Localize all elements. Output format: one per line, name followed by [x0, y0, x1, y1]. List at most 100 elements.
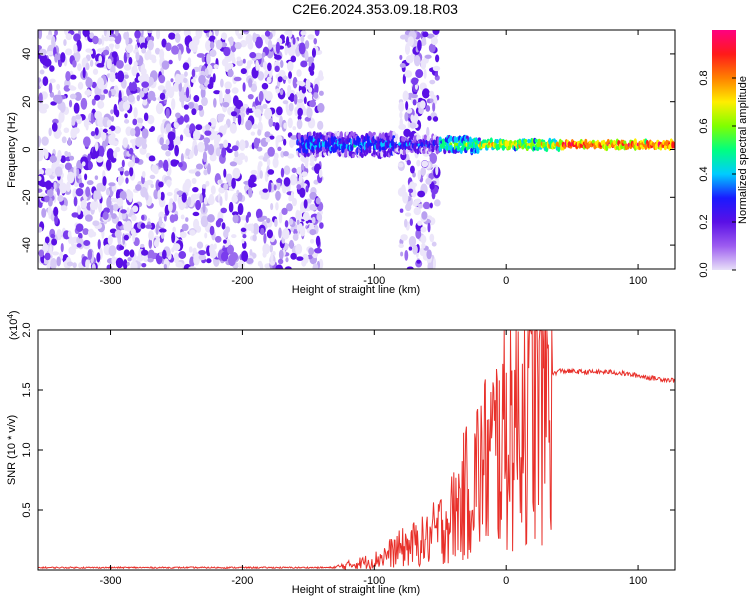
heatmap-cell — [234, 150, 239, 158]
heatmap-cell — [60, 52, 66, 63]
heatmap-y-tick-label: -40 — [21, 237, 33, 253]
heatmap-cell — [85, 121, 89, 131]
heatmap-cell — [298, 42, 306, 55]
heatmap-cell — [135, 136, 143, 148]
heatmap-cell — [65, 181, 71, 193]
heatmap-cell — [53, 181, 57, 190]
heatmap-cell — [193, 218, 200, 230]
heatmap-cell — [92, 220, 100, 227]
heatmap-cell — [56, 229, 62, 241]
heatmap-cell — [220, 207, 228, 214]
heatmap-cell — [182, 62, 190, 71]
heatmap-cell — [56, 188, 60, 196]
heatmap-cell — [106, 119, 112, 128]
heatmap-cell — [38, 188, 43, 193]
heatmap-cell — [213, 64, 219, 69]
heatmap-cell — [309, 161, 316, 167]
heatmap-cell — [124, 119, 130, 124]
heatmap-cell — [108, 90, 112, 98]
heatmap-cell — [67, 137, 71, 146]
heatmap-cell — [98, 55, 103, 64]
heatmap-cell — [432, 257, 437, 269]
heatmap-cell — [336, 131, 340, 137]
heatmap-cell — [248, 187, 253, 198]
heatmap-cell — [96, 182, 105, 190]
heatmap-cell — [507, 145, 511, 151]
heatmap-cell — [290, 55, 297, 63]
heatmap-cell — [243, 103, 249, 109]
heatmap-cell — [285, 101, 289, 113]
heatmap-cell — [133, 157, 140, 164]
heatmap-cell — [69, 155, 75, 161]
heatmap-cell — [113, 203, 119, 212]
heatmap-cell — [432, 102, 436, 112]
heatmap-cell — [429, 79, 436, 85]
heatmap-cell — [400, 234, 408, 241]
heatmap-cell — [290, 135, 298, 140]
heatmap-cell — [261, 82, 269, 90]
heatmap-cell — [323, 131, 327, 136]
heatmap-cell — [224, 81, 232, 90]
heatmap-cell — [242, 82, 246, 92]
heatmap-cell — [175, 112, 181, 119]
heatmap-cell — [183, 114, 190, 123]
heatmap-cell — [221, 58, 229, 67]
heatmap-cell — [276, 106, 283, 116]
heatmap-cell — [233, 76, 242, 82]
heatmap-cell — [281, 228, 290, 240]
heatmap-cell — [228, 254, 236, 267]
heatmap-cell — [305, 79, 311, 90]
heatmap-cell — [102, 128, 108, 133]
heatmap-cell — [123, 74, 129, 79]
heatmap-cell — [417, 39, 422, 52]
heatmap-cell — [159, 92, 166, 101]
heatmap-cell — [123, 52, 128, 64]
snr-y-ticks: 0.5 1.0 1.5 2.0 — [21, 322, 675, 518]
heatmap-cell — [212, 73, 216, 83]
heatmap-cell — [119, 245, 125, 251]
heatmap-cell — [57, 195, 64, 202]
heatmap-cell — [304, 50, 309, 61]
heatmap-cell — [279, 60, 284, 68]
heatmap-y-tick-label: -20 — [21, 189, 33, 205]
heatmap-cell — [286, 36, 290, 46]
heatmap-cell — [64, 162, 72, 171]
heatmap-cell — [424, 54, 432, 59]
heatmap-cell — [314, 140, 318, 144]
heatmap-cell — [252, 223, 260, 235]
heatmap-cell — [38, 149, 44, 161]
heatmap-cell — [199, 193, 203, 204]
heatmap-cell — [277, 76, 283, 83]
heatmap-cell — [404, 218, 408, 228]
heatmap-cell — [417, 135, 421, 140]
heatmap-cell — [87, 153, 92, 162]
heatmap-cell — [105, 159, 112, 171]
heatmap-cell — [231, 234, 237, 239]
heatmap-cell — [121, 159, 125, 168]
chart-title: C2E6.2024.353.09.18.R03 — [292, 1, 458, 17]
heatmap-cell — [166, 179, 172, 187]
heatmap-cell — [292, 126, 297, 131]
heatmap-cell — [41, 207, 47, 218]
heatmap-cell — [234, 41, 242, 50]
heatmap-cell — [72, 262, 77, 268]
snr-x-tick-label: -300 — [100, 575, 122, 587]
heatmap-cell — [227, 62, 234, 70]
heatmap-cell — [158, 228, 167, 233]
heatmap-cell — [170, 78, 174, 83]
heatmap-cell — [254, 108, 262, 118]
heatmap-cell — [404, 249, 409, 261]
heatmap-cell — [50, 233, 56, 239]
heatmap-cell — [383, 152, 387, 158]
heatmap-cell — [126, 207, 130, 215]
heatmap-cell — [399, 117, 403, 129]
heatmap-cell — [407, 36, 414, 47]
heatmap-cell — [158, 159, 164, 168]
heatmap-cell — [116, 197, 124, 207]
heatmap-cell — [184, 71, 188, 77]
heatmap-cell — [248, 77, 253, 88]
heatmap-cell — [111, 213, 117, 220]
heatmap-y-tick-label: 20 — [21, 96, 33, 108]
heatmap-cell — [39, 107, 48, 114]
